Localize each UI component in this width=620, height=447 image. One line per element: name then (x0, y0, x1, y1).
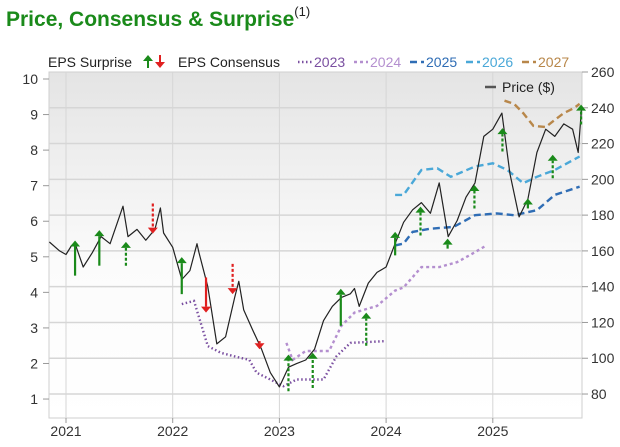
legend-down-arrow-icon (155, 55, 165, 68)
surprise-arrow-up (361, 312, 372, 346)
left-tick-label: 5 (30, 249, 38, 265)
surprise-arrow-up (335, 288, 346, 326)
surprise-arrow-down (201, 277, 212, 313)
consensus-line-2026 (395, 155, 581, 197)
left-tick-label: 1 (30, 391, 38, 407)
arrow-head (469, 184, 480, 191)
legend-year-2025: 2025 (426, 54, 457, 70)
arrow-head (227, 288, 238, 295)
surprise-arrow-up (307, 352, 318, 389)
price-line (49, 105, 583, 388)
legend-eps-consensus: EPS Consensus (178, 54, 280, 70)
surprise-arrow-up (576, 104, 587, 125)
legend-price: Price ($) (502, 79, 555, 95)
right-tick-label: 140 (591, 279, 615, 295)
right-tick-label: 240 (591, 100, 615, 116)
arrow-head (522, 198, 533, 205)
x-tick-label: 2022 (157, 423, 188, 439)
surprise-arrow-up (469, 184, 480, 209)
arrow-head (390, 231, 401, 238)
right-tick-label: 200 (591, 171, 615, 187)
surprise-arrow-up (283, 354, 294, 392)
consensus-line-2025 (394, 185, 580, 247)
chart-title: Price, Consensus & Surprise(1) (6, 4, 311, 32)
arrow-head (547, 154, 558, 161)
arrow-head (254, 343, 265, 350)
surprise-arrow-up (547, 154, 558, 179)
consensus-line-2027 (504, 99, 581, 129)
arrow-head (94, 230, 105, 237)
arrow-head (147, 227, 158, 234)
left-tick-label: 10 (22, 71, 38, 87)
title-text: Price, Consensus & Surprise (6, 8, 295, 31)
arrow-head (70, 240, 81, 247)
left-tick-label: 6 (30, 213, 38, 229)
legend-year-2027: 2027 (538, 54, 569, 70)
surprise-arrow-down (227, 263, 238, 295)
surprise-arrow-up (522, 198, 533, 209)
arrow-head (283, 354, 294, 361)
consensus-line-2023 (181, 299, 386, 388)
left-tick-label: 3 (30, 320, 38, 336)
right-tick-label: 120 (591, 314, 615, 330)
legend-year-2026: 2026 (482, 54, 513, 70)
left-tick-label: 2 (30, 355, 38, 371)
right-tick-label: 160 (591, 243, 615, 259)
arrow-head (361, 312, 372, 319)
legend: EPS Surprise EPS Consensus 2023 2024 2025 2… (48, 54, 569, 95)
legend-year-2024: 2024 (370, 54, 401, 70)
left-tick-label: 9 (30, 107, 38, 123)
surprise-arrow-down (147, 203, 158, 234)
surprise-arrow-up (176, 257, 187, 295)
x-tick-label: 2023 (264, 423, 295, 439)
arrow-head (415, 206, 426, 213)
surprise-arrow-up (70, 240, 81, 276)
plot-area (48, 71, 583, 419)
legend-eps-surprise: EPS Surprise (48, 54, 132, 70)
arrow-head (120, 241, 131, 248)
right-tick-label: 220 (591, 136, 615, 152)
surprise-arrow-down (254, 341, 265, 350)
surprise-arrow-up (390, 231, 401, 256)
title-footnote: (1) (294, 4, 311, 19)
right-tick-label: 260 (591, 64, 615, 80)
left-tick-label: 8 (30, 142, 38, 158)
arrow-head (442, 238, 453, 245)
surprise-arrow-up (94, 230, 105, 266)
left-tick-label: 7 (30, 178, 38, 194)
right-tick-label: 80 (591, 386, 607, 402)
legend-year-2023: 2023 (314, 54, 345, 70)
surprise-arrow-up (497, 128, 508, 152)
arrow-head (176, 257, 187, 264)
right-tick-label: 180 (591, 207, 615, 223)
surprise-arrow-up (120, 241, 131, 266)
left-tick-label: 4 (30, 284, 38, 300)
x-tick-label: 2024 (371, 423, 402, 439)
arrow-head (497, 128, 508, 135)
x-tick-label: 2025 (477, 423, 508, 439)
consensus-line-2024 (285, 244, 488, 362)
right-tick-label: 100 (591, 350, 615, 366)
arrow-head (307, 352, 318, 359)
legend-up-arrow-icon (143, 55, 153, 68)
arrow-head (335, 288, 346, 295)
surprise-arrow-up (442, 238, 453, 249)
arrow-head (201, 306, 212, 313)
x-tick-label: 2021 (50, 423, 81, 439)
arrow-head (576, 104, 587, 111)
surprise-arrow-up (415, 206, 426, 236)
